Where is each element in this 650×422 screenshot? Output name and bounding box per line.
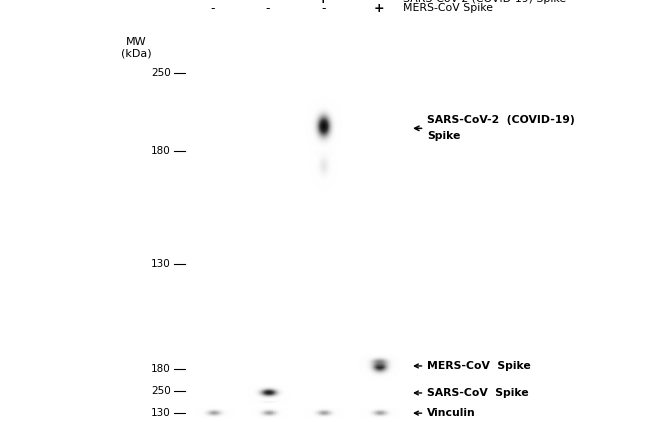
Text: -: - bbox=[211, 2, 215, 15]
Text: -: - bbox=[266, 2, 270, 15]
Text: -: - bbox=[321, 2, 326, 15]
Text: SARS-CoV-2  (COVID-19): SARS-CoV-2 (COVID-19) bbox=[427, 115, 575, 125]
Text: 180: 180 bbox=[151, 146, 171, 156]
Text: 250: 250 bbox=[151, 386, 171, 395]
Text: MW
(kDa): MW (kDa) bbox=[121, 37, 152, 58]
Text: Vinculin: Vinculin bbox=[427, 408, 476, 418]
Text: -: - bbox=[376, 0, 381, 5]
Text: +: + bbox=[373, 2, 384, 15]
Text: 180: 180 bbox=[151, 364, 171, 374]
Text: SARS-CoV-2 (COVID-19) Spike: SARS-CoV-2 (COVID-19) Spike bbox=[403, 0, 566, 4]
Text: MERS-CoV  Spike: MERS-CoV Spike bbox=[427, 361, 531, 371]
Text: MERS-CoV Spike: MERS-CoV Spike bbox=[403, 3, 493, 14]
Text: 130: 130 bbox=[151, 259, 171, 269]
Text: -: - bbox=[211, 0, 215, 5]
Text: +: + bbox=[318, 0, 329, 5]
Text: Spike: Spike bbox=[427, 131, 460, 141]
Text: SARS-CoV  Spike: SARS-CoV Spike bbox=[427, 388, 528, 398]
Text: 250: 250 bbox=[151, 68, 171, 78]
Text: -: - bbox=[266, 0, 270, 5]
Text: 130: 130 bbox=[151, 408, 171, 417]
